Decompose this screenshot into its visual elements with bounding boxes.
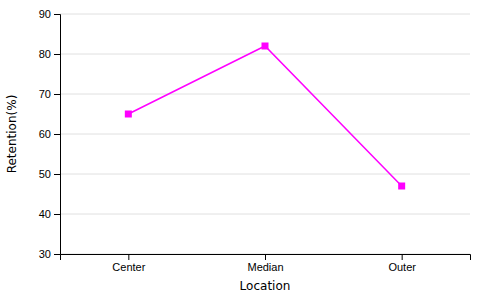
tick: Center bbox=[112, 254, 145, 273]
tick-label: 60 bbox=[39, 128, 51, 140]
marks bbox=[125, 43, 405, 190]
tick: 90 bbox=[39, 8, 60, 20]
tick-mark bbox=[128, 254, 129, 260]
tick-mark bbox=[402, 254, 403, 260]
tick-label: 40 bbox=[39, 208, 51, 220]
tick: 40 bbox=[39, 208, 60, 220]
tick: 80 bbox=[39, 48, 60, 60]
tick-mark bbox=[54, 254, 60, 255]
tick-label: 50 bbox=[39, 168, 51, 180]
y-axis: 30 40 50 60 70 80 90 bbox=[39, 8, 61, 260]
tick-label: 70 bbox=[39, 88, 51, 100]
axis-line bbox=[61, 255, 471, 261]
marker bbox=[125, 111, 132, 118]
grid-line bbox=[60, 14, 470, 15]
tick-mark bbox=[54, 14, 60, 15]
tick-mark bbox=[54, 54, 60, 55]
grid-line bbox=[60, 134, 470, 135]
grid-line bbox=[60, 94, 470, 95]
tick: 50 bbox=[39, 168, 60, 180]
tick: 70 bbox=[39, 88, 60, 100]
tick-mark bbox=[54, 174, 60, 175]
tick-label: 80 bbox=[39, 48, 51, 60]
grid bbox=[60, 14, 470, 254]
grid-line bbox=[60, 214, 470, 215]
tick-label: Center bbox=[112, 261, 145, 273]
grid-line bbox=[60, 54, 470, 55]
marker bbox=[262, 43, 269, 50]
tick-mark bbox=[265, 254, 266, 260]
tick-label: Median bbox=[247, 261, 283, 273]
x-axis-title: Location bbox=[240, 279, 291, 293]
tick: 30 bbox=[39, 248, 60, 260]
axis-line bbox=[54, 15, 61, 255]
y-axis-title: Retention(%) bbox=[5, 95, 19, 174]
line bbox=[128, 46, 401, 186]
chart: Center Median Outer 30 40 50 60 70 80 90 Location R… bbox=[0, 0, 488, 298]
tick-label: 90 bbox=[39, 8, 51, 20]
tick: Outer bbox=[388, 254, 416, 273]
tick: 60 bbox=[39, 128, 60, 140]
marker bbox=[398, 183, 405, 190]
tick-label: 30 bbox=[39, 248, 51, 260]
x-axis: Center Median Outer bbox=[61, 254, 471, 273]
grid-line bbox=[60, 174, 470, 175]
plot: Center Median Outer 30 40 50 60 70 80 90 bbox=[39, 8, 471, 273]
tick-mark bbox=[54, 134, 60, 135]
tick-label: Outer bbox=[388, 261, 416, 273]
tick: Median bbox=[247, 254, 283, 273]
tick-mark bbox=[54, 94, 60, 95]
tick-mark bbox=[54, 214, 60, 215]
